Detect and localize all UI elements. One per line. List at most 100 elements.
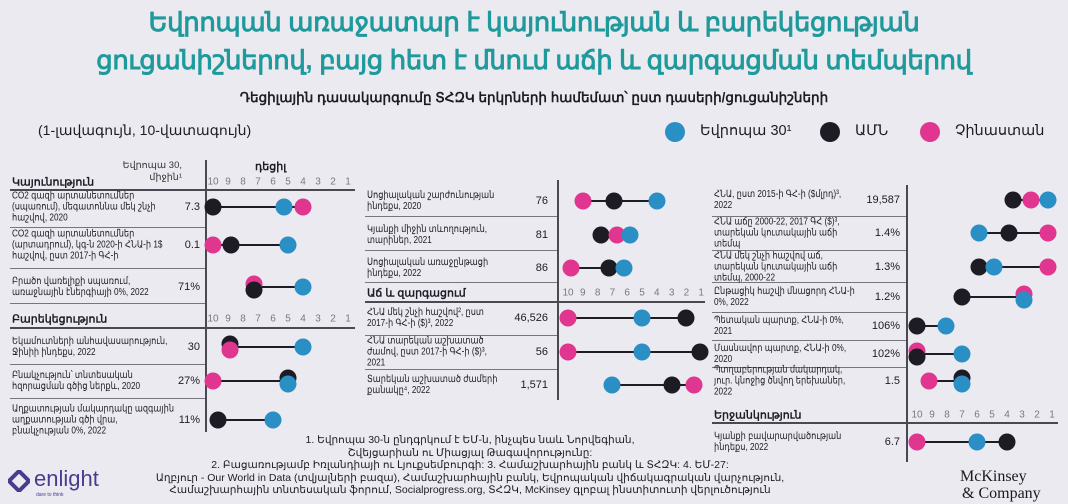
indicator-label: CO2 գազի արտանետումներ (արտադրում), կգ-ն…	[12, 228, 163, 262]
europe-average-value: 7.3	[184, 201, 200, 213]
dot-eu	[1015, 291, 1032, 309]
axis-tick-label: 7	[255, 176, 261, 188]
row-divider	[10, 227, 205, 228]
europe-average-value: 1.3%	[874, 261, 900, 273]
indicator-label-box: CO2 գազի արտանետումներ (սպառում), մեգատո…	[12, 191, 175, 224]
indicator-label-box: Ընթացիկ հաշվի մնացորդ ՀՆԱ-ի 0%, 2022	[714, 286, 858, 308]
europe-average-value: 46,526	[514, 312, 548, 324]
europe-average-value: 1.4%	[874, 227, 900, 239]
dot-cn	[608, 226, 626, 244]
legend-dot-us	[820, 122, 840, 142]
axis-tick-label: 8	[944, 409, 950, 421]
section-title: Երջանկություն	[714, 409, 802, 422]
europe-average-value: 1,571	[520, 379, 548, 391]
mckinsey-line-2: & Company	[962, 485, 1041, 502]
indicator-label-box: Սոցիալական առաջընթացի ինդեքս, 2022	[367, 257, 505, 279]
range-bar	[917, 353, 962, 355]
decile-header: դեցիլ	[255, 161, 287, 173]
indicator-label: ՀՆԱ մեկ շնչի հաշվով աճ, տարեկան կուտակայ…	[714, 250, 838, 284]
footnote-line: 2. Բացառությամբ Իռլանդիայի ու Լյուքսեմբո…	[211, 459, 729, 471]
axis-tick-label: 1	[698, 287, 704, 299]
axis-tick-label: 9	[225, 176, 231, 188]
row-divider	[712, 282, 906, 283]
title-line-2: ցուցանիշներով, բայց հետ է մնում աճի և զա…	[96, 45, 972, 75]
indicator-label-box: Պետական պարտք, ՀՆԱ-ի 0%, 2021	[714, 315, 858, 337]
axis-tick-label: 5	[285, 313, 291, 325]
axis-tick-label: 3	[315, 313, 321, 325]
range-bar	[213, 206, 303, 208]
dot-us	[953, 288, 971, 306]
legend-label-us: ԱՄՆ	[855, 123, 889, 139]
axis-tick-label: 9	[580, 287, 586, 299]
row-divider	[365, 216, 557, 217]
indicator-label: ՀՆԱ, ըստ 2015-ի ԳՀ-ի ($մլրդ)³, 2022	[714, 189, 842, 211]
indicator-label-box: Բրածո վառելիքի սպառում, առաջնային էներգի…	[12, 276, 175, 298]
row-divider	[10, 364, 205, 365]
enlight-tagline: dare to think	[36, 492, 64, 498]
dot-eu	[294, 278, 312, 296]
axis-tick-label: 1	[345, 176, 351, 188]
dot-us	[1004, 191, 1022, 209]
europe-average-value: 81	[535, 229, 548, 241]
dot-us	[908, 348, 926, 366]
legend-label-cn: Չինաստան	[955, 123, 1045, 139]
range-bar	[213, 244, 288, 246]
section-header-rule	[365, 301, 705, 303]
row-divider	[365, 369, 557, 370]
scale-note: (1-լավագույն, 10-վատագույն)	[38, 122, 252, 138]
indicator-label-box: Աղքատության մակարդակը ազգային աղքատությա…	[12, 404, 175, 437]
dot-cn	[559, 309, 577, 327]
dot-cn	[204, 372, 222, 390]
row-divider	[712, 216, 906, 217]
dot-us	[908, 317, 926, 335]
dot-eu	[279, 375, 297, 393]
row-divider	[10, 268, 205, 269]
indicator-label-box: Եկամուտների անհավասարություն, Ջինիի ինդե…	[12, 336, 175, 358]
europe-average-value: 86	[535, 262, 548, 274]
indicator-label-box: Սոցիալական շարժունության ինդեքս, 2020	[367, 190, 505, 212]
axis-tick-label: 6	[974, 409, 980, 421]
indicator-label-box: Մասնավոր պարտք, ՀՆԱ-ի 0%, 2020	[714, 343, 858, 365]
axis-tick-label: 3	[315, 176, 321, 188]
europe-average-value: 76	[535, 195, 548, 207]
dot-us	[1000, 224, 1017, 242]
dot-us	[605, 192, 623, 210]
dot-eu	[621, 226, 639, 244]
axis-tick-label: 6	[270, 176, 276, 188]
dot-us	[600, 259, 618, 277]
range-bar	[612, 384, 694, 386]
column-divider	[906, 185, 908, 462]
indicator-label-box: CO2 գազի արտանետումներ (արտադրում), կգ-ն…	[12, 229, 175, 262]
dot-cn	[294, 198, 312, 216]
axis-tick-label: 7	[959, 409, 965, 421]
dot-cn	[204, 236, 222, 254]
dot-eu	[279, 236, 297, 254]
axis-tick-label: 9	[225, 313, 231, 325]
dot-eu	[953, 345, 971, 363]
indicator-label: CO2 գազի արտանետումներ (սպառում), մեգատո…	[12, 190, 156, 224]
axis-tick-label: 2	[330, 313, 336, 325]
indicator-label-box: Բնակչություն՝ տնտեսական հզորացման գծից ն…	[12, 370, 175, 392]
dot-us	[970, 258, 987, 276]
dot-cn	[685, 376, 703, 394]
indicator-label: Պետական պարտք, ՀՆԱ-ի 0%, 2021	[714, 315, 844, 337]
indicator-label: ՀՆԱ մեկ շնչի հաշվով², ըստ 2017-ի ԳՀ-ի ($…	[367, 307, 484, 329]
row-divider	[712, 367, 906, 368]
axis-tick-label: 10	[207, 176, 219, 188]
indicator-label: Աղքատության մակարդակը ազգային աղքատությա…	[12, 403, 175, 437]
axis-tick-label: 10	[562, 287, 574, 299]
europe-average-value: 1.5	[884, 375, 900, 387]
footnote-line: Շվեյցարիան ու Միացյալ Թագավորությունը:	[347, 446, 593, 459]
indicator-label-box: ՀՆԱ մեկ շնչի հաշվով աճ, տարեկան կուտակայ…	[714, 251, 858, 284]
dot-eu	[294, 338, 312, 356]
indicator-label: Սոցիալական շարժունության ինդեքս, 2020	[367, 190, 495, 212]
dot-cn	[1039, 224, 1056, 242]
range-bar	[962, 296, 1024, 298]
axis-tick-label: 9	[929, 409, 935, 421]
dot-eu	[970, 224, 987, 242]
dot-us	[245, 281, 262, 299]
axis-tick-label: 2	[1034, 409, 1040, 421]
column-divider	[557, 180, 559, 400]
indicator-label: Կյանքի բավարարվածության ինդեքս, 2022	[714, 431, 842, 453]
dot-cn	[908, 433, 926, 451]
